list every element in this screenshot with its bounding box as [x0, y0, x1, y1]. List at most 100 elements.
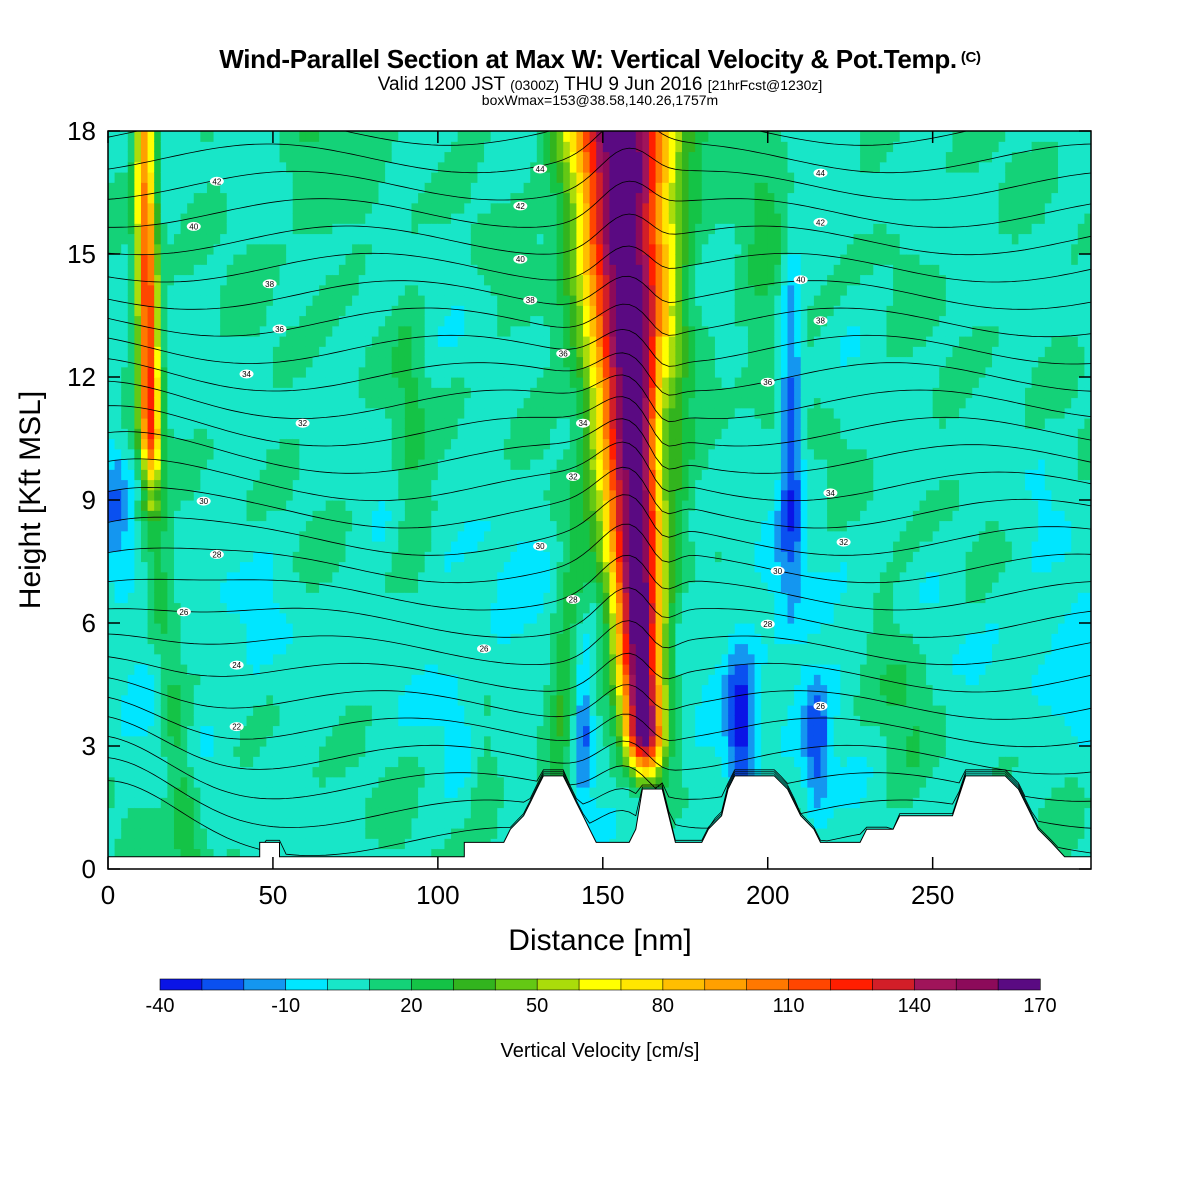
velocity-cell: [457, 192, 465, 204]
velocity-cell: [305, 592, 314, 604]
velocity-cell: [358, 264, 366, 276]
velocity-cell: [206, 592, 215, 604]
velocity-cell: [259, 541, 267, 552]
velocity-cell: [543, 418, 551, 429]
velocity-cell: [484, 674, 492, 686]
velocity-cell: [418, 551, 426, 563]
velocity-cell: [233, 469, 241, 481]
velocity-cell: [305, 828, 314, 839]
velocity-cell: [536, 202, 545, 214]
velocity-cell: [272, 284, 281, 296]
velocity-cell: [134, 182, 142, 194]
velocity-cell: [233, 151, 241, 163]
velocity-cell: [543, 746, 551, 757]
velocity-cell: [411, 684, 419, 696]
velocity-cell: [121, 479, 129, 491]
velocity-cell: [385, 828, 393, 839]
velocity-cell: [358, 356, 366, 368]
velocity-cell: [259, 500, 267, 511]
velocity-cell: [523, 520, 531, 532]
velocity-cell: [325, 366, 333, 378]
velocity-cell: [108, 356, 116, 368]
velocity-cell: [233, 500, 241, 511]
velocity-cell: [352, 243, 360, 255]
velocity-cell: [167, 746, 175, 757]
velocity-cell: [259, 602, 267, 614]
velocity-cell: [464, 407, 472, 419]
velocity-cell: [200, 520, 208, 532]
velocity-cell: [299, 254, 307, 265]
velocity-cell: [226, 838, 234, 850]
velocity-cell: [503, 315, 512, 327]
velocity-cell: [213, 684, 221, 696]
velocity-cell: [556, 500, 564, 511]
velocity-cell: [490, 725, 498, 737]
velocity-cell: [246, 295, 254, 306]
velocity-cell: [536, 151, 545, 163]
velocity-cell: [305, 694, 314, 706]
velocity-cell: [246, 274, 254, 286]
velocity-cell: [444, 684, 452, 696]
velocity-cell: [140, 489, 149, 501]
velocity-cell: [484, 633, 492, 645]
velocity-cell: [319, 356, 327, 368]
velocity-cell: [213, 756, 221, 768]
velocity-cell: [108, 192, 116, 204]
velocity-cell: [213, 233, 221, 245]
velocity-cell: [523, 377, 531, 388]
velocity-cell: [451, 223, 459, 235]
velocity-cell: [457, 377, 465, 388]
velocity-cell: [325, 848, 333, 860]
velocity-cell: [352, 479, 360, 491]
velocity-cell: [398, 797, 406, 809]
velocity-cell: [503, 807, 512, 819]
velocity-cell: [523, 776, 531, 788]
velocity-cell: [121, 541, 129, 552]
velocity-cell: [503, 489, 512, 501]
velocity-cell: [352, 284, 360, 296]
velocity-cell: [253, 623, 261, 634]
velocity-cell: [206, 633, 215, 645]
velocity-cell: [497, 469, 505, 481]
velocity-cell: [352, 787, 360, 798]
velocity-cell: [523, 664, 531, 675]
velocity-cell: [147, 305, 155, 317]
velocity-cell: [312, 684, 320, 696]
velocity-cell: [305, 530, 314, 542]
velocity-cell: [108, 838, 116, 850]
velocity-cell: [292, 807, 300, 819]
velocity-cell: [233, 131, 241, 142]
velocity-cell: [180, 551, 188, 563]
velocity-cell: [411, 448, 419, 460]
velocity-cell: [332, 489, 340, 501]
velocity-cell: [213, 510, 221, 522]
velocity-cell: [206, 828, 215, 839]
velocity-cell: [213, 807, 221, 819]
velocity-cell: [332, 787, 340, 798]
velocity-cell: [114, 356, 122, 368]
velocity-cell: [253, 756, 261, 768]
velocity-cell: [173, 592, 182, 604]
velocity-cell: [292, 172, 300, 183]
velocity-cell: [431, 623, 439, 634]
velocity-cell: [530, 397, 538, 409]
velocity-cell: [226, 407, 234, 419]
velocity-cell: [437, 469, 446, 481]
velocity-cell: [371, 305, 380, 317]
velocity-cell: [404, 407, 413, 419]
velocity-cell: [451, 377, 459, 388]
velocity-cell: [319, 366, 327, 378]
velocity-cell: [193, 428, 201, 440]
velocity-cell: [213, 377, 221, 388]
velocity-cell: [253, 377, 261, 388]
velocity-cell: [206, 807, 215, 819]
velocity-cell: [259, 418, 267, 429]
velocity-cell: [292, 459, 300, 470]
velocity-cell: [556, 418, 564, 429]
velocity-cell: [272, 295, 281, 306]
velocity-cell: [365, 459, 373, 470]
velocity-cell: [550, 264, 558, 276]
velocity-cell: [239, 284, 248, 296]
velocity-cell: [173, 479, 182, 491]
velocity-cell: [523, 623, 531, 634]
